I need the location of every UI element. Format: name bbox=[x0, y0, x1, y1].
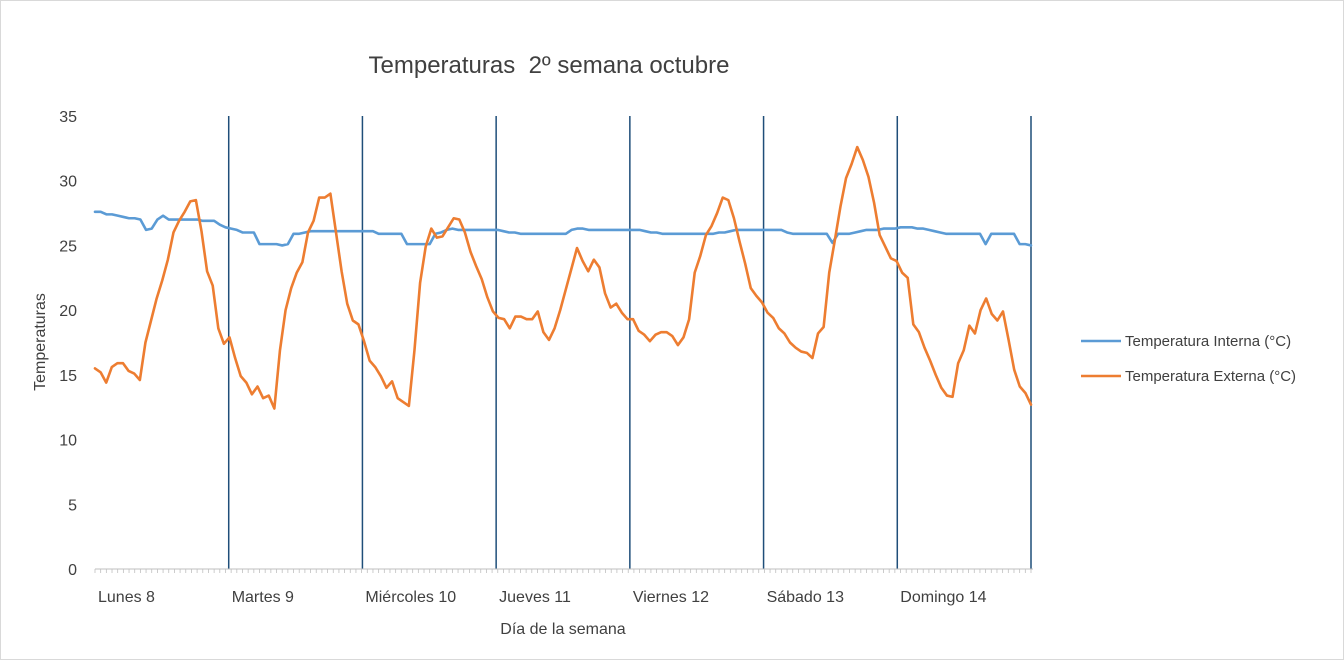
y-tick-label: 0 bbox=[68, 562, 77, 579]
y-tick-label: 15 bbox=[59, 368, 77, 385]
day-separators bbox=[227, 116, 1032, 569]
y-tick-label: 10 bbox=[59, 433, 77, 450]
y-tick-label: 20 bbox=[59, 303, 77, 320]
legend-entry-label: Temperatura Externa (°C) bbox=[1125, 368, 1296, 385]
series-line-interna bbox=[93, 210, 1033, 247]
x-tick-label: Martes 9 bbox=[232, 589, 294, 606]
x-tick-label: Miércoles 10 bbox=[365, 589, 456, 606]
y-tick-label: 25 bbox=[59, 238, 77, 255]
legend: Temperatura Interna (°C) Temperatura Exte… bbox=[1081, 333, 1296, 385]
x-axis-title: Día de la semana bbox=[500, 621, 626, 638]
y-tick-label: 35 bbox=[59, 109, 77, 126]
chart-title: Temperaturas 2º semana octubre bbox=[369, 52, 730, 79]
series-lines bbox=[93, 145, 1033, 410]
x-tick-label: Viernes 12 bbox=[633, 589, 709, 606]
x-tick-label: Jueves 11 bbox=[499, 589, 571, 606]
x-axis: Lunes 8 Martes 9 Miércoles 10 Jueves 11 Vier… bbox=[94, 568, 1033, 606]
series-line-externa bbox=[93, 145, 1033, 410]
legend-entry-label: Temperatura Interna (°C) bbox=[1125, 333, 1291, 350]
y-axis-ticks: 0 5 10 15 20 25 30 35 bbox=[59, 109, 77, 579]
y-tick-label: 5 bbox=[68, 497, 77, 514]
x-tick-label: Sábado 13 bbox=[767, 589, 845, 606]
x-tick-label: Domingo 14 bbox=[900, 589, 986, 606]
y-axis-title: Temperaturas bbox=[32, 293, 49, 391]
y-tick-label: 30 bbox=[59, 174, 77, 191]
x-tick-label: Lunes 8 bbox=[98, 589, 155, 606]
